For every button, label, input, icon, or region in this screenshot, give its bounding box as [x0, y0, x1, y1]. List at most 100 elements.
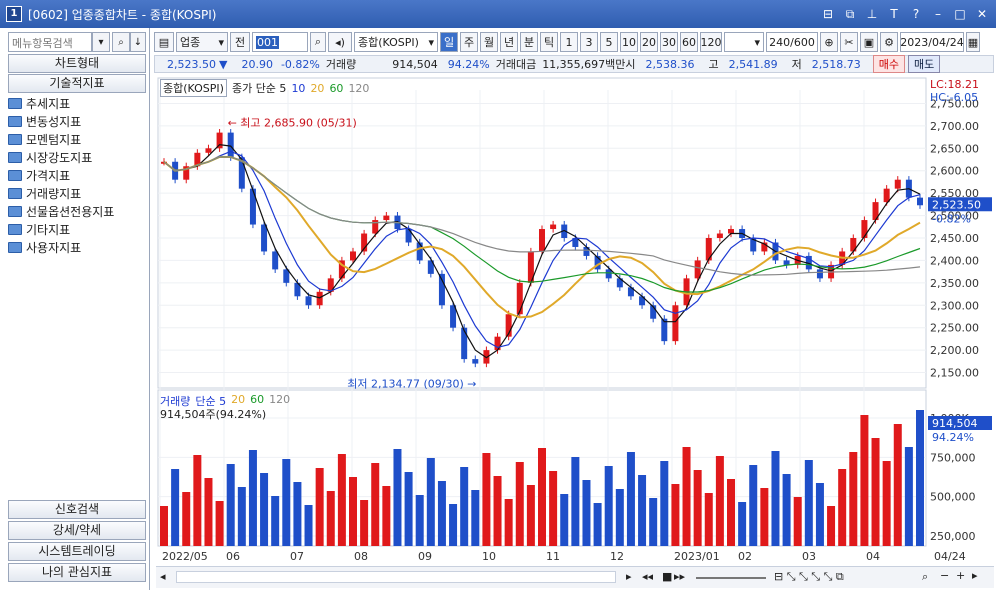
period-day[interactable]: 일 — [440, 32, 458, 52]
date-field[interactable]: 2023/04/24 — [900, 32, 964, 52]
download-icon[interactable]: ↓ — [130, 32, 146, 52]
search-icon[interactable]: ⌕ — [112, 32, 130, 52]
volume-bar — [515, 462, 524, 546]
interval-10[interactable]: 10 — [620, 32, 638, 52]
period-month[interactable]: 월 — [480, 32, 498, 52]
tree-item-trend[interactable]: 추세지표 — [8, 94, 146, 112]
tree-item-futures-options[interactable]: 선물옵션전용지표 — [8, 202, 146, 220]
candle — [361, 233, 368, 252]
zoom-in-icon[interactable]: ⊕ — [820, 32, 838, 52]
maximize-icon[interactable]: □ — [954, 7, 966, 21]
tree-item-volatility[interactable]: 변동성지표 — [8, 112, 146, 130]
tree-item-label: 추세지표 — [26, 96, 71, 111]
volume-tag — [928, 416, 992, 430]
count-field[interactable]: 240/600 — [766, 32, 818, 52]
period-week[interactable]: 주 — [460, 32, 478, 52]
tree-item-other[interactable]: 기타지표 — [8, 220, 146, 238]
volume-bar — [538, 448, 546, 546]
scroll-left-icon[interactable]: ◂ — [160, 570, 166, 583]
interval-60[interactable]: 60 — [680, 32, 698, 52]
gear-icon[interactable]: ⚙ — [880, 32, 898, 52]
name-field[interactable]: 종합(KOSPI) ▾ — [354, 32, 438, 52]
next-icon[interactable]: ▸▸ — [674, 570, 686, 583]
menu-search-input[interactable]: 메뉴항목검색 — [8, 32, 92, 52]
interval-5[interactable]: 5 — [600, 32, 618, 52]
tab-system-trading[interactable]: 시스템트레이딩 — [8, 542, 146, 561]
chart-name[interactable]: 종합(KOSPI) — [160, 79, 227, 97]
layout-icon[interactable]: ⊟ — [822, 7, 834, 21]
minimize-icon[interactable]: – — [935, 7, 941, 21]
save-icon[interactable]: ▣ — [860, 32, 878, 52]
volume-info: 914,504주(94.24%) — [160, 408, 267, 421]
mode-button[interactable]: 전 — [230, 32, 250, 52]
ma-label: 종가 단순 5 — [231, 82, 287, 95]
zoom-in-icon[interactable]: + — [956, 569, 966, 582]
candle — [850, 238, 857, 252]
period-tick[interactable]: 틱 — [540, 32, 558, 52]
scroll-right-icon[interactable]: ▸ — [972, 569, 978, 582]
zoom-slider[interactable] — [696, 577, 766, 579]
list-icon[interactable]: ▤ — [154, 32, 174, 52]
period-minute[interactable]: 분 — [520, 32, 538, 52]
volume-bar — [426, 458, 435, 546]
volume-bar — [260, 473, 269, 546]
category-select[interactable]: 업종 ▾ — [176, 32, 228, 52]
period-year[interactable]: 년 — [500, 32, 518, 52]
folder-icon — [8, 115, 22, 127]
candle — [327, 278, 334, 292]
help-icon[interactable]: ? — [912, 7, 920, 21]
tab-signal-search[interactable]: 신호검색 — [8, 500, 146, 519]
scrollbar[interactable] — [176, 571, 616, 583]
tree-item-momentum[interactable]: 모멘텀지표 — [8, 130, 146, 148]
volume-tick: 750,000 — [930, 451, 976, 464]
price-tick: 2,250.00 — [930, 322, 979, 335]
candle — [917, 197, 923, 206]
tab-chart-type[interactable]: 차트형태 — [8, 54, 146, 73]
interval-30[interactable]: 30 — [660, 32, 678, 52]
interval-3[interactable]: 3 — [580, 32, 598, 52]
price-chart[interactable]: ← 최고 2,685.90 (05/31) 최저 2,134.77 (09/30)… — [156, 76, 994, 566]
stop-icon[interactable]: ■ — [662, 570, 673, 583]
price-tick: 2,200.00 — [930, 344, 979, 357]
tab-bull-bear[interactable]: 강세/약세 — [8, 521, 146, 540]
prev-icon[interactable]: ◂◂ — [642, 570, 654, 583]
search-icon[interactable]: ⌕ — [922, 570, 929, 583]
play-icon[interactable]: ▸ — [626, 570, 632, 583]
candle — [227, 132, 234, 158]
candle — [861, 220, 868, 238]
tab-my-indicators[interactable]: 나의 관심지표 — [8, 563, 146, 582]
restore-icon[interactable]: ⧉ — [845, 6, 855, 21]
tree-item-label: 가격지표 — [26, 168, 71, 183]
scissors-icon[interactable]: ✂ — [840, 32, 858, 52]
volume-bar — [215, 501, 224, 546]
volume-legend: 거래량 단순 5 20 60 120 — [160, 393, 290, 409]
pin-icon[interactable]: ⊥ — [866, 7, 878, 21]
font-icon[interactable]: T — [890, 7, 898, 21]
sell-button[interactable]: 매도 — [908, 55, 941, 73]
buy-button[interactable]: 매수 — [872, 55, 905, 73]
candle — [539, 229, 545, 252]
interval-120[interactable]: 120 — [700, 32, 722, 52]
code-input[interactable]: 001 — [252, 32, 308, 52]
close-icon[interactable]: ✕ — [976, 7, 988, 21]
interval-1[interactable]: 1 — [560, 32, 578, 52]
dropdown-icon[interactable]: ▾ — [92, 32, 110, 52]
date-tick: 2023/01 — [674, 550, 720, 563]
speaker-icon[interactable]: ◂) — [328, 32, 352, 52]
tree-item-market-strength[interactable]: 시장강도지표 — [8, 148, 146, 166]
zoom-out-icon[interactable]: − — [940, 569, 950, 582]
interval-20[interactable]: 20 — [640, 32, 658, 52]
candle — [694, 260, 701, 279]
app-icon: 1 — [6, 6, 22, 22]
tree-item-price[interactable]: 가격지표 — [8, 166, 146, 184]
interval-select[interactable]: ▾ — [724, 32, 764, 52]
hc-label: HC:-6.05 — [930, 91, 978, 104]
calendar-icon[interactable]: ▦ — [966, 32, 980, 52]
volume-bar — [871, 438, 880, 546]
tree-item-user[interactable]: 사용자지표 — [8, 238, 146, 256]
tree-item-volume[interactable]: 거래량지표 — [8, 184, 146, 202]
candle — [583, 246, 590, 256]
tab-technical-indicators[interactable]: 기술적지표 — [8, 74, 146, 93]
tool-icon[interactable]: ⊟ ⤡ ⤡ ⤡ ⤡ ⧉ — [774, 570, 844, 583]
search-icon[interactable]: ⌕ — [310, 32, 326, 52]
